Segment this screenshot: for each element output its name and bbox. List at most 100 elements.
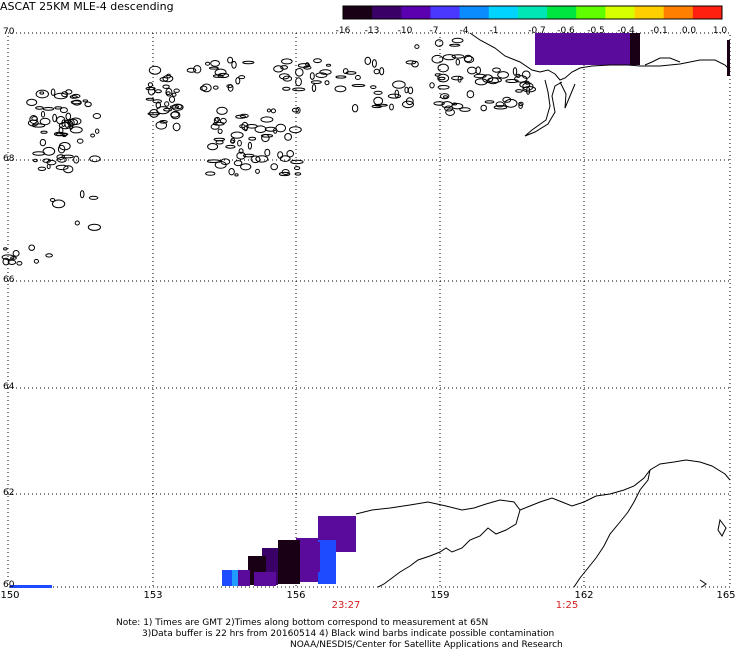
lake-contour [402,100,414,109]
lake-contour [35,89,49,99]
note-line-1: Note: 1) Times are GMT 2)Times along bot… [116,618,489,628]
lake-contour [324,80,330,86]
lake-contour [281,58,293,65]
lake-contour [69,117,82,126]
lake-contour [437,85,450,90]
colorbar-segment [634,6,665,19]
lake-contour [173,88,180,93]
lake-contour [239,124,246,129]
lake-contour [238,148,244,154]
lake-contour [61,91,68,98]
lake-contour [238,75,246,80]
lake-contour [148,65,162,75]
lake-contour [237,139,242,147]
lake-contour [429,82,435,89]
lat-label: 66 [3,275,15,285]
lake-contour [39,117,51,126]
lake-contour [364,56,372,66]
lake-contour [294,166,301,171]
lake-contour [493,105,508,110]
lake-contour [281,169,290,175]
lake-contour [159,120,168,124]
lake-contour [405,60,417,65]
lake-contour [201,83,212,93]
lat-label: 62 [3,488,15,498]
lake-contour [216,106,228,115]
lake-contour [315,72,328,78]
lake-contour [335,75,347,79]
lake-contour [164,101,170,107]
colorbar-label: -16 [335,26,351,36]
lake-contour [58,126,64,135]
lake-contour [231,60,237,69]
lake-contour [217,128,223,135]
lake-contour [247,141,252,150]
lake-contour [49,198,56,202]
lake-contour [437,73,450,83]
lake-contour [404,86,409,94]
lake-contour [451,103,464,110]
colorbar-border [342,5,723,20]
lake-contour [519,81,531,89]
lake-contour [264,126,277,132]
lake-contour [152,99,163,104]
lake-contour [58,121,72,130]
lake-contour [155,121,168,130]
colorbar-segment [663,6,694,19]
lake-contour [502,96,512,103]
lake-contour [255,168,260,174]
lake-contour [59,107,68,114]
lake-contour [286,150,295,158]
lake-contour [149,109,159,118]
lake-contour [69,126,83,134]
lake-contour [250,155,261,164]
lake-contour [213,117,219,124]
lake-contour [227,84,234,92]
lake-contour [2,257,10,266]
lat-lon-grid [8,33,730,587]
colorbar-label: -10 [397,26,413,36]
lake-contour [434,39,444,47]
map-border [7,32,731,588]
lake-contour [45,253,53,258]
lake-contour [56,116,66,125]
lake-contour [172,122,181,132]
lake-contour [95,128,100,134]
wind-data-swath-top [535,33,730,76]
lake-contour [488,77,502,83]
lake-contour [512,67,518,76]
colorbar-segment [605,6,636,19]
lon-label: 156 [286,590,306,601]
colorbar-label: -0.1 [650,26,668,36]
lake-contour [514,75,528,83]
lake-contour [29,115,38,124]
lake-contour [254,125,267,133]
colorbar-label: -7 [429,26,439,36]
lake-contour [515,89,523,93]
lake-contour [50,88,56,96]
lake-contour [467,66,477,75]
lake-contour [433,101,445,106]
colorbar-segment [372,6,402,19]
lake-contour [207,143,219,151]
lake-contour [208,66,219,70]
lat-label: 60 [3,580,15,590]
lake-contour [279,73,290,80]
lake-contour [270,108,276,114]
lake-contour [165,87,173,97]
lon-label: 150 [0,590,20,601]
lake-contour [294,172,302,176]
colorbar-label: -0.6 [557,26,575,36]
lake-contour [37,166,47,172]
lake-contour [156,106,170,115]
lake-contour [16,261,23,266]
lake-contour [154,89,162,94]
lake-contours [1,37,537,266]
lake-contour [444,105,454,112]
lake-contour [53,92,68,100]
lake-contour [266,108,271,113]
colorbar-label: -1 [489,26,499,36]
lake-contour [213,85,219,90]
lake-contour [214,68,227,77]
lake-contour [163,107,173,112]
